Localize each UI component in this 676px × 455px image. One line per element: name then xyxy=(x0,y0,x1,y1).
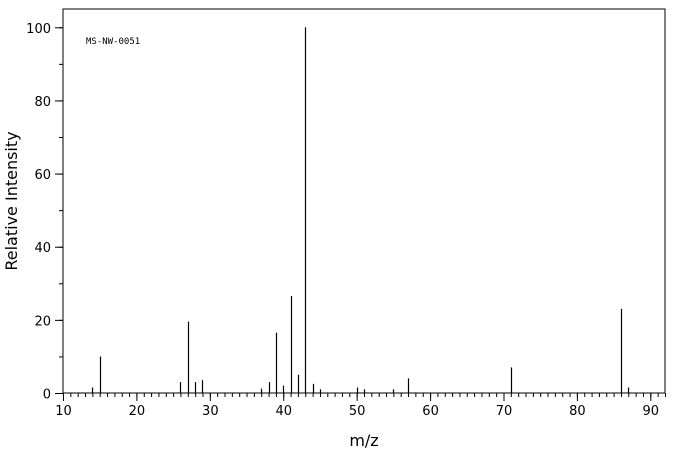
x-tick-label: 40 xyxy=(275,404,292,419)
y-axis-title: Relative Intensity xyxy=(2,131,21,270)
spectrum-id-label: MS-NW-0051 xyxy=(86,37,140,47)
y-tick-label: 100 xyxy=(26,22,51,37)
x-tick-label: 10 xyxy=(55,404,72,419)
y-tick-label: 20 xyxy=(34,314,51,329)
y-tick-label: 60 xyxy=(34,168,51,183)
x-tick-label: 60 xyxy=(422,404,439,419)
y-tick-label: 40 xyxy=(34,241,51,256)
x-tick-label: 30 xyxy=(202,404,219,419)
x-tick-label: 90 xyxy=(643,404,660,419)
peaks xyxy=(91,27,630,393)
y-tick-label: 80 xyxy=(34,95,51,110)
plot-frame xyxy=(62,8,666,394)
x-tick-label: 80 xyxy=(569,404,586,419)
axes: 10 20 30 40 50 60 70 80 90 0 20 40 60 80 100 xyxy=(26,8,666,419)
x-tick-label: 70 xyxy=(496,404,513,419)
y-tick-label: 0 xyxy=(43,388,51,403)
x-tick-label: 50 xyxy=(349,404,366,419)
x-tick-label: 20 xyxy=(129,404,146,419)
x-axis-title: m/z xyxy=(349,431,378,450)
